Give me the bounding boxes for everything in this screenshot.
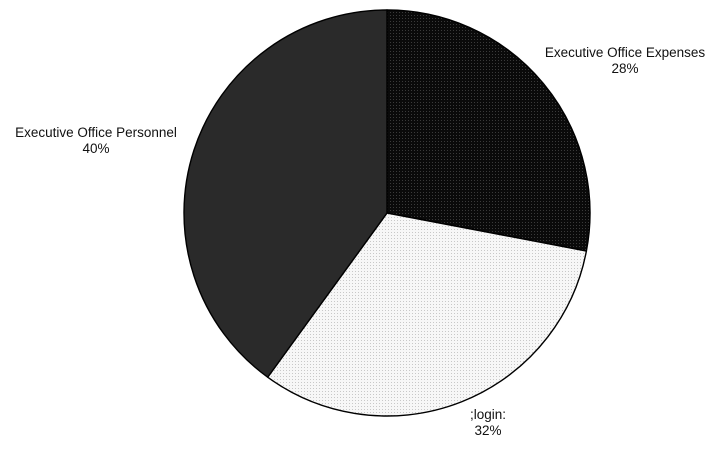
pie-slice-label-3: Executive Office Personnel 40% — [15, 125, 177, 156]
pie-slice-label-1: Executive Office Expenses 28% — [545, 45, 706, 76]
slice-percent: 32% — [474, 423, 501, 438]
pie-labels: Executive Office Expenses 28% ;login: 32% Ex… — [15, 45, 705, 438]
pie-slices — [183, 9, 591, 417]
slice-percent: 40% — [82, 141, 109, 156]
slice-percent: 28% — [611, 61, 638, 76]
slice-name: ;login: — [470, 407, 506, 422]
pie-slice-1 — [386, 9, 591, 252]
pie-slice-2 — [266, 212, 588, 417]
pie-slice-label-2: ;login: 32% — [470, 407, 506, 438]
slice-name: Executive Office Personnel — [15, 125, 177, 140]
slice-name: Executive Office Expenses — [545, 45, 706, 60]
pie-slice-3 — [183, 9, 388, 378]
